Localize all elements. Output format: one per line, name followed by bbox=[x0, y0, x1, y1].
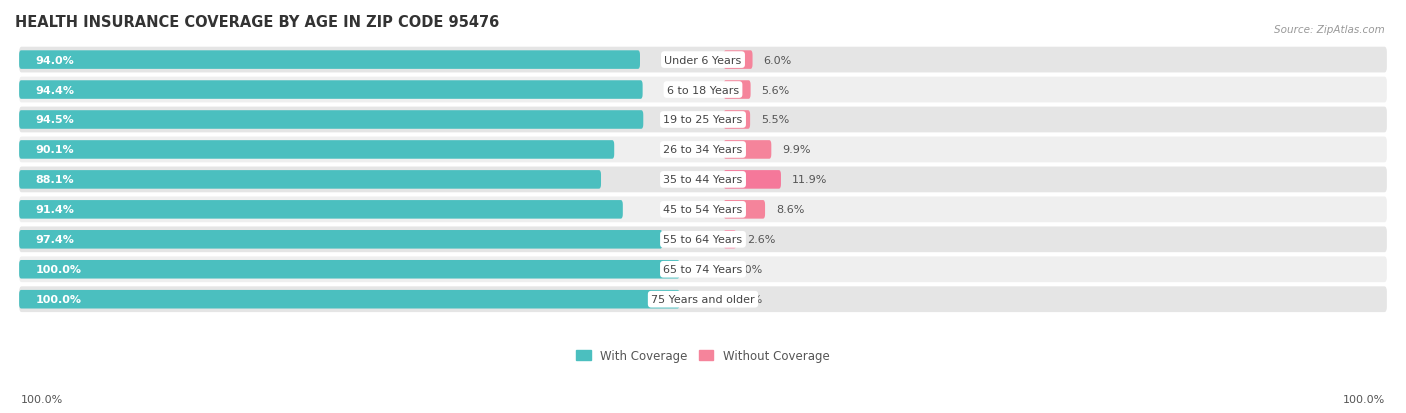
FancyBboxPatch shape bbox=[724, 230, 737, 249]
Text: 100.0%: 100.0% bbox=[21, 394, 63, 404]
Text: 65 to 74 Years: 65 to 74 Years bbox=[664, 265, 742, 275]
FancyBboxPatch shape bbox=[20, 141, 614, 159]
Text: 91.4%: 91.4% bbox=[35, 205, 75, 215]
Text: 6 to 18 Years: 6 to 18 Years bbox=[666, 85, 740, 95]
Text: 5.5%: 5.5% bbox=[761, 115, 789, 125]
Text: 19 to 25 Years: 19 to 25 Years bbox=[664, 115, 742, 125]
FancyBboxPatch shape bbox=[20, 47, 1386, 73]
Text: 5.6%: 5.6% bbox=[762, 85, 790, 95]
FancyBboxPatch shape bbox=[20, 78, 1386, 103]
FancyBboxPatch shape bbox=[724, 171, 780, 189]
Text: 11.9%: 11.9% bbox=[792, 175, 827, 185]
Text: 94.4%: 94.4% bbox=[35, 85, 75, 95]
Text: 97.4%: 97.4% bbox=[35, 235, 75, 245]
Text: 26 to 34 Years: 26 to 34 Years bbox=[664, 145, 742, 155]
Text: 35 to 44 Years: 35 to 44 Years bbox=[664, 175, 742, 185]
FancyBboxPatch shape bbox=[724, 141, 772, 159]
Text: 6.0%: 6.0% bbox=[763, 55, 792, 65]
Text: 90.1%: 90.1% bbox=[35, 145, 75, 155]
FancyBboxPatch shape bbox=[20, 137, 1386, 163]
FancyBboxPatch shape bbox=[20, 290, 679, 309]
Text: 45 to 54 Years: 45 to 54 Years bbox=[664, 205, 742, 215]
FancyBboxPatch shape bbox=[20, 257, 1386, 282]
Text: 8.6%: 8.6% bbox=[776, 205, 804, 215]
FancyBboxPatch shape bbox=[724, 81, 751, 100]
Text: 94.0%: 94.0% bbox=[35, 55, 75, 65]
FancyBboxPatch shape bbox=[20, 260, 679, 279]
Text: HEALTH INSURANCE COVERAGE BY AGE IN ZIP CODE 95476: HEALTH INSURANCE COVERAGE BY AGE IN ZIP … bbox=[15, 15, 499, 30]
FancyBboxPatch shape bbox=[724, 201, 765, 219]
FancyBboxPatch shape bbox=[20, 197, 1386, 223]
Text: 0.0%: 0.0% bbox=[735, 265, 763, 275]
FancyBboxPatch shape bbox=[20, 230, 662, 249]
FancyBboxPatch shape bbox=[724, 111, 751, 129]
FancyBboxPatch shape bbox=[20, 81, 643, 100]
Text: 88.1%: 88.1% bbox=[35, 175, 75, 185]
FancyBboxPatch shape bbox=[724, 51, 752, 70]
FancyBboxPatch shape bbox=[20, 107, 1386, 133]
Text: Under 6 Years: Under 6 Years bbox=[665, 55, 741, 65]
FancyBboxPatch shape bbox=[20, 201, 623, 219]
FancyBboxPatch shape bbox=[20, 51, 640, 70]
Text: Source: ZipAtlas.com: Source: ZipAtlas.com bbox=[1274, 25, 1385, 35]
Text: 0.0%: 0.0% bbox=[735, 294, 763, 304]
Text: 100.0%: 100.0% bbox=[1343, 394, 1385, 404]
FancyBboxPatch shape bbox=[20, 111, 644, 129]
Text: 100.0%: 100.0% bbox=[35, 265, 82, 275]
FancyBboxPatch shape bbox=[20, 287, 1386, 312]
Text: 9.9%: 9.9% bbox=[782, 145, 811, 155]
Text: 100.0%: 100.0% bbox=[35, 294, 82, 304]
Text: 55 to 64 Years: 55 to 64 Years bbox=[664, 235, 742, 245]
Text: 75 Years and older: 75 Years and older bbox=[651, 294, 755, 304]
Text: 2.6%: 2.6% bbox=[747, 235, 776, 245]
FancyBboxPatch shape bbox=[20, 227, 1386, 253]
FancyBboxPatch shape bbox=[20, 167, 1386, 193]
Text: 94.5%: 94.5% bbox=[35, 115, 75, 125]
Legend: With Coverage, Without Coverage: With Coverage, Without Coverage bbox=[572, 345, 834, 367]
FancyBboxPatch shape bbox=[20, 171, 600, 189]
